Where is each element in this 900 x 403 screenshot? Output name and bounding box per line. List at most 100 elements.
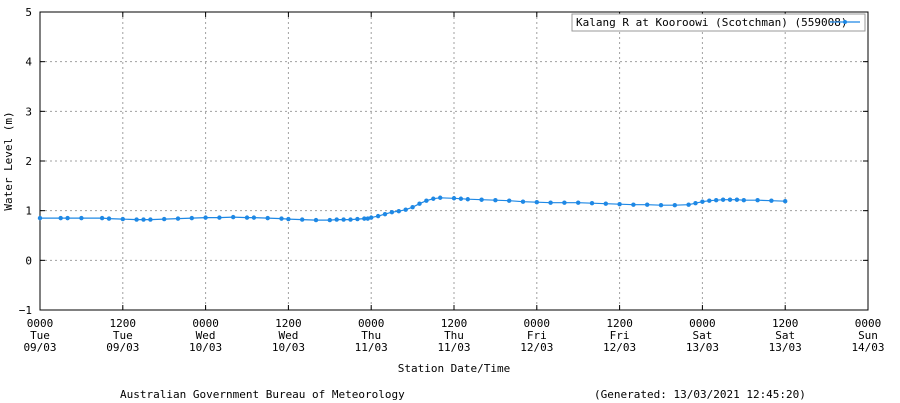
x-tick-label: 0000 <box>192 317 219 330</box>
data-point <box>631 202 636 207</box>
data-point <box>479 197 484 202</box>
data-point <box>700 199 705 204</box>
data-point <box>410 204 415 210</box>
data-point <box>507 198 512 203</box>
data-point <box>693 201 698 206</box>
data-point <box>175 216 181 221</box>
data-point <box>37 215 43 221</box>
x-tick-label: 1200 <box>275 317 302 330</box>
data-point <box>424 198 429 203</box>
plot-border <box>39 11 869 311</box>
x-tick-label: Tue <box>30 329 50 342</box>
data-point <box>369 215 374 220</box>
data-point <box>769 198 774 203</box>
data-point <box>365 216 370 221</box>
data-point <box>162 216 167 222</box>
x-tick-label: 11/03 <box>437 341 470 354</box>
legend: Kalang R at Kooroowi (Scotchman) (559008… <box>571 13 866 32</box>
data-point <box>672 203 677 208</box>
data-point <box>576 200 581 205</box>
x-tick-label: Sat <box>692 329 712 342</box>
x-tick-label: 1200 <box>772 317 799 330</box>
x-tick-label: Thu <box>361 329 381 342</box>
y-axis-label: Water Level (m) <box>2 111 15 210</box>
x-tick-label: 12/03 <box>603 341 636 354</box>
data-point <box>431 196 436 201</box>
data-point <box>99 215 105 221</box>
x-tick-label: 12/03 <box>520 341 553 354</box>
x-tick-label: 0000 <box>689 317 716 330</box>
data-point <box>438 195 443 200</box>
data-point <box>244 215 250 220</box>
data-point <box>203 215 208 220</box>
x-tick-label: 0000 <box>27 317 54 330</box>
x-tick-label: 11/03 <box>355 341 388 354</box>
x-tick-label: 1200 <box>441 317 468 330</box>
data-point <box>741 198 746 203</box>
y-tick-label: 1 <box>25 205 32 218</box>
data-point <box>251 215 257 220</box>
data-point <box>686 202 691 207</box>
data-point <box>300 217 305 222</box>
data-point <box>79 215 84 221</box>
legend-box <box>571 13 866 32</box>
footer-agency: Australian Government Bureau of Meteorol… <box>120 388 405 401</box>
x-tick-label: Fri <box>610 329 630 342</box>
data-point <box>403 207 408 212</box>
x-tick-label: Thu <box>444 329 464 342</box>
data-point <box>451 196 457 201</box>
data-point <box>534 200 539 205</box>
data-point <box>465 197 470 202</box>
x-tick-label: Wed <box>196 329 216 342</box>
y-tick-label: 0 <box>25 254 32 267</box>
data-point <box>658 203 664 208</box>
data-point <box>382 211 388 217</box>
data-point <box>603 201 608 206</box>
data-point <box>327 217 332 223</box>
data-point <box>348 217 353 222</box>
data-point <box>148 217 153 222</box>
data-point <box>313 217 319 223</box>
data-point <box>755 198 760 203</box>
x-tick-label: 0000 <box>358 317 385 330</box>
x-tick-label: Wed <box>278 329 298 342</box>
grid-lines <box>40 12 868 310</box>
data-point <box>417 201 422 206</box>
data-point <box>106 216 112 221</box>
data-point <box>334 217 339 222</box>
data-point <box>720 197 726 202</box>
data-point <box>141 217 146 222</box>
x-tick-label: 13/03 <box>686 341 719 354</box>
data-point <box>134 217 139 222</box>
x-tick-label: 09/03 <box>106 341 139 354</box>
x-axis-label: Station Date/Time <box>398 362 511 375</box>
data-point <box>589 201 595 206</box>
data-point <box>458 196 464 201</box>
y-tick-label: 4 <box>25 56 32 69</box>
data-point <box>58 215 63 221</box>
x-axis: 0000Tue09/031200Tue09/030000Wed10/031200… <box>23 12 885 354</box>
data-point <box>362 216 367 221</box>
x-tick-label: 14/03 <box>851 341 884 354</box>
data-point <box>734 197 740 202</box>
data-point <box>493 198 498 203</box>
x-tick-label: 0000 <box>524 317 551 330</box>
x-tick-label: 13/03 <box>769 341 802 354</box>
legend-marker-swatch <box>843 20 847 24</box>
x-tick-label: Fri <box>527 329 547 342</box>
data-point <box>217 215 222 220</box>
data-point <box>707 198 712 203</box>
x-tick-label: 1200 <box>110 317 137 330</box>
x-tick-label: 10/03 <box>272 341 305 354</box>
y-tick-label: 5 <box>25 6 32 19</box>
series-layer <box>37 195 788 223</box>
data-point <box>279 216 284 221</box>
data-point <box>714 198 719 203</box>
data-point <box>783 199 788 204</box>
data-point <box>396 208 401 214</box>
data-point <box>375 213 381 219</box>
x-tick-label: Sun <box>858 329 878 342</box>
data-point <box>562 200 567 205</box>
data-point <box>286 216 291 222</box>
